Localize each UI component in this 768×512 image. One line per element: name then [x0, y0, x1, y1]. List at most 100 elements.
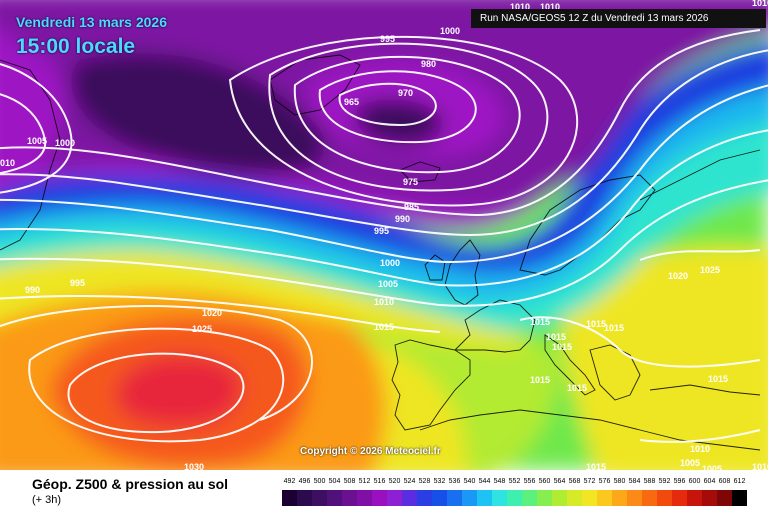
scale-swatch: [372, 490, 387, 506]
scale-swatch: [417, 490, 432, 506]
isobar-965: [338, 82, 437, 127]
isobar-label: 1030: [184, 462, 204, 470]
scale-level-label: 496: [298, 478, 311, 485]
scale-level-label: 556: [523, 478, 536, 485]
scale-level-label: 612: [733, 478, 746, 485]
scale-swatch: [537, 490, 552, 506]
run-info-badge: Run NASA/GEOS5 12 Z du Vendredi 13 mars …: [471, 9, 766, 28]
scale-swatch: [582, 490, 597, 506]
scale-level-label: 580: [613, 478, 626, 485]
scale-swatch: [327, 490, 342, 506]
coast-scandinavia: [519, 174, 656, 276]
scale-swatch: [597, 490, 612, 506]
coast-turkey: [649, 384, 761, 396]
map-canvas: 995 1000 980 970 965 975 985 990 995 1000 1005 1010…: [0, 0, 768, 470]
scale-swatch: [507, 490, 522, 506]
isobar-label: 1005: [702, 464, 722, 470]
field-deep-purple-low: [354, 99, 444, 145]
scale-level-label: 600: [688, 478, 701, 485]
isobar-label: 1005: [27, 136, 47, 146]
coast-ireland: [424, 254, 446, 281]
isobars: [0, 29, 768, 443]
scale-level-label: 536: [448, 478, 461, 485]
scale-swatch: [612, 490, 627, 506]
scale-level-label: 548: [493, 478, 506, 485]
coast-greenland: [269, 54, 361, 116]
legend-title: Géop. Z500 & pression au sol: [32, 476, 229, 492]
isobar-label: 1015: [546, 332, 566, 342]
isobar-label: 995: [380, 34, 395, 44]
field-blue: [0, 42, 768, 272]
field-yellow-east: [560, 246, 768, 470]
scale-level-label: 492: [283, 478, 296, 485]
isobar-low-west: [0, 63, 73, 194]
scale-swatch: [447, 490, 462, 506]
scale-level-label: 576: [598, 478, 611, 485]
scale-swatch: [657, 490, 672, 506]
scale-level-label: 584: [628, 478, 641, 485]
scale-swatch: [492, 490, 507, 506]
coast-russia: [639, 149, 761, 201]
isobar-label: 975: [403, 177, 418, 187]
isobar-label: 1015: [708, 374, 728, 384]
isobar-label: 980: [421, 59, 436, 69]
scale-swatch: [522, 490, 537, 506]
isobar-label: 1005: [378, 279, 398, 289]
scale-level-label: 564: [553, 478, 566, 485]
scale-level-label: 596: [673, 478, 686, 485]
isobar-label: 1015: [567, 383, 587, 393]
geopotential-field: [0, 0, 768, 470]
forecast-date: Vendredi 13 mars 2026: [16, 14, 167, 30]
isobar-label: 1025: [700, 265, 720, 275]
isobar-label: 1015: [586, 319, 606, 329]
scale-swatch: [477, 490, 492, 506]
coastlines: [0, 54, 761, 451]
isobar-label: 1010: [690, 444, 710, 454]
isobar-980: [268, 42, 549, 192]
scale-level-label: 592: [658, 478, 671, 485]
isobar-label: 1000: [55, 138, 75, 148]
coast-italy: [544, 334, 596, 396]
isobar-label: 1020: [668, 271, 688, 281]
isobar-1000: [0, 84, 768, 264]
scale-level-label: 560: [538, 478, 551, 485]
isobar-label: 1005: [680, 458, 700, 468]
coast-france: [453, 299, 536, 353]
isobar-south-1010: [639, 429, 761, 443]
isobar-1015: [0, 294, 441, 333]
scale-swatch: [642, 490, 657, 506]
scale-level-label: 520: [388, 478, 401, 485]
scale-swatch: [567, 490, 582, 506]
isobar-label: 1015: [586, 462, 606, 470]
color-scale: 492 496 500 504 508 512 516 520 524 528 532 536 540 5…: [282, 478, 752, 506]
scale-swatch: [627, 490, 642, 506]
isobar-1030: [67, 352, 245, 434]
scale-swatch: [312, 490, 327, 506]
scale-swatch: [552, 490, 567, 506]
isobar-label: 1015: [374, 322, 394, 332]
forecast-hour: 15:00 locale: [16, 35, 136, 58]
field-cyan: [0, 82, 768, 301]
isobar-1020: [0, 305, 314, 421]
scale-swatch: [402, 490, 417, 506]
isobar-1010: [0, 179, 768, 307]
scale-swatch: [342, 490, 357, 506]
scale-swatch: [462, 490, 477, 506]
isobar-label: 990: [25, 285, 40, 295]
scale-swatch: [282, 490, 297, 506]
isobar-970: [318, 70, 477, 144]
scale-level-label: 504: [328, 478, 341, 485]
copyright-text: Copyright © 2026 Meteociel.fr: [300, 446, 441, 457]
scale-level-label: 540: [463, 478, 476, 485]
isobar-label: 970: [398, 88, 413, 98]
isobar-label: 1020: [202, 308, 222, 318]
isobar-label: 985: [404, 202, 419, 212]
coast-balkans: [589, 344, 641, 401]
isobar-low-west2: [0, 93, 47, 175]
scale-level-label: 500: [313, 478, 326, 485]
isobar-label: 1000: [380, 258, 400, 268]
scale-swatch: [687, 490, 702, 506]
isobar-label: 1010: [540, 2, 560, 12]
isobar-990: [0, 29, 761, 217]
isobar-label: 995: [374, 226, 389, 236]
